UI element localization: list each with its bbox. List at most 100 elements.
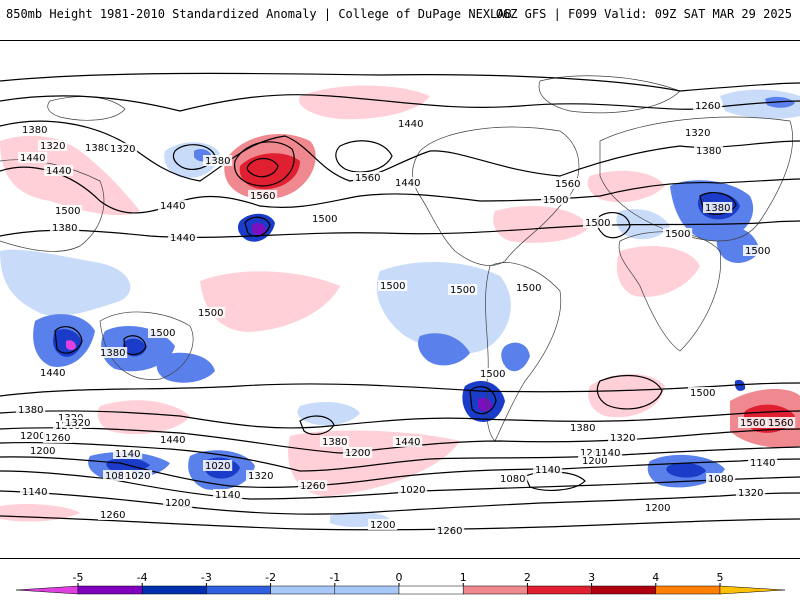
colorbar-segment — [334, 585, 400, 595]
contour-label: 1440 — [395, 437, 420, 448]
contour-label: 1200 — [30, 446, 55, 457]
contour-label: 1380 — [570, 423, 595, 434]
contour-label-bg — [20, 124, 50, 135]
contour-label-bg — [478, 368, 508, 379]
contour-label: 1320 — [685, 128, 710, 139]
colorbar-segment — [591, 585, 657, 595]
contour-label-bg — [435, 525, 465, 536]
colorbar-tick-label: -4 — [137, 571, 148, 584]
contour-label: 1260 — [45, 433, 70, 444]
contour-label-bg — [643, 502, 673, 513]
colorbar-svg: -5 -4 -3 -2 -1 0 1 2 3 4 5 — [15, 571, 786, 595]
contour-label-bg — [693, 100, 723, 111]
contour-label-bg — [541, 194, 571, 205]
anomaly-map[interactable]: 1380 1320 1440 1380 1440 1320 1380 1440 1560 1500… — [0, 40, 800, 559]
contour-label-bg — [736, 487, 766, 498]
contour-label: 1560 — [555, 179, 580, 190]
contour-label-bg — [694, 145, 724, 156]
contour-label: 1380 — [52, 223, 77, 234]
contour-label: 1380 — [696, 146, 721, 157]
contour-label-bg — [533, 464, 563, 475]
contour-label-bg — [196, 307, 226, 318]
contour-label: 1200 — [345, 448, 370, 459]
contour-label-bg — [83, 142, 113, 153]
contour-label-bg — [568, 422, 598, 433]
contour-label-bg — [393, 177, 423, 188]
contour-label: 1380 — [22, 125, 47, 136]
contour-label: 1260 — [300, 481, 325, 492]
contour-label-bg — [593, 447, 623, 458]
colorbar-legend: -5 -4 -3 -2 -1 0 1 2 3 4 5 — [0, 568, 800, 600]
colorbar-segment — [77, 585, 143, 595]
contour-label-bg — [158, 434, 188, 445]
contour-label: 1500 — [665, 229, 690, 240]
contour-label-bg — [53, 205, 83, 216]
contour-label-bg — [688, 387, 718, 398]
contour-label: 1320 — [248, 471, 273, 482]
contour-label-bg — [28, 445, 58, 456]
contour-label: 1080 — [708, 474, 733, 485]
colorbar-segment — [462, 585, 528, 595]
contour-label: 1440 — [40, 368, 65, 379]
contour-label: 1500 — [312, 214, 337, 225]
contour-label-bg — [298, 480, 328, 491]
contour-label: 1440 — [398, 119, 423, 130]
contour-label: 1440 — [395, 178, 420, 189]
contour-label: 1200 — [165, 498, 190, 509]
contour-label-bg — [608, 432, 638, 443]
contour-label: 1140 — [750, 458, 775, 469]
contour-label-bg — [20, 486, 50, 497]
contour-label-bg — [683, 127, 713, 138]
colorbar-tick-label: -3 — [201, 571, 212, 584]
contour-label-bg — [343, 447, 373, 458]
contour-label-bg — [703, 202, 733, 213]
contour-label-bg — [38, 140, 68, 151]
contour-label-bg — [18, 152, 48, 163]
contour-label: 1500 — [543, 195, 568, 206]
colorbar-segment — [206, 585, 271, 595]
contour-label-bg — [743, 245, 773, 256]
contour-label: 1020 — [205, 461, 230, 472]
contour-label-bg — [16, 404, 46, 415]
contour-label: 1560 — [250, 191, 275, 202]
contour-label-bg — [248, 190, 278, 201]
contour-label-bg — [98, 347, 128, 358]
contour-label-bg — [203, 460, 233, 471]
contour-label-bg — [18, 430, 48, 441]
contour-label-bg — [398, 484, 428, 495]
contour-label: 1380 — [85, 143, 110, 154]
contour-label: 1140 — [215, 490, 240, 501]
contour-label: 1200 — [20, 431, 45, 442]
colorbar-tick-label: 4 — [652, 571, 659, 584]
colorbar-right-arrow — [719, 585, 786, 595]
contour-label: 1200 — [645, 503, 670, 514]
colorbar-segment — [270, 585, 336, 595]
colorbar-segment — [141, 585, 207, 595]
contour-label-bg — [738, 417, 768, 428]
contour-label: 1440 — [46, 166, 71, 177]
contour-label-bg — [98, 509, 128, 520]
contour-label-bg — [706, 473, 736, 484]
contour-label-bg — [583, 217, 613, 228]
contour-label: 1320 — [110, 144, 135, 155]
contour-label-bg — [663, 228, 693, 239]
contour-label: 1500 — [585, 218, 610, 229]
contour-label: 1440 — [160, 435, 185, 446]
colorbar-segment — [655, 585, 721, 595]
contour-label: 1380 — [322, 437, 347, 448]
colorbar-tick-label: -5 — [73, 571, 84, 584]
contour-label-bg — [123, 470, 153, 481]
colorbar-tick-label: 1 — [460, 571, 467, 584]
contour-label: 1500 — [745, 246, 770, 257]
contour-label-bg — [580, 455, 610, 466]
contour-label-bg — [748, 457, 778, 468]
contour-label: 1140 — [115, 449, 140, 460]
contour-label: 1140 — [535, 465, 560, 476]
contour-label-bg — [553, 178, 583, 189]
contour-label-bg — [498, 473, 528, 484]
contour-label: 1320 — [738, 488, 763, 499]
contour-label: 1140 — [22, 487, 47, 498]
contour-label: 1500 — [380, 281, 405, 292]
contour-label: 1560 — [768, 418, 793, 429]
colorbar-segment — [527, 585, 592, 595]
